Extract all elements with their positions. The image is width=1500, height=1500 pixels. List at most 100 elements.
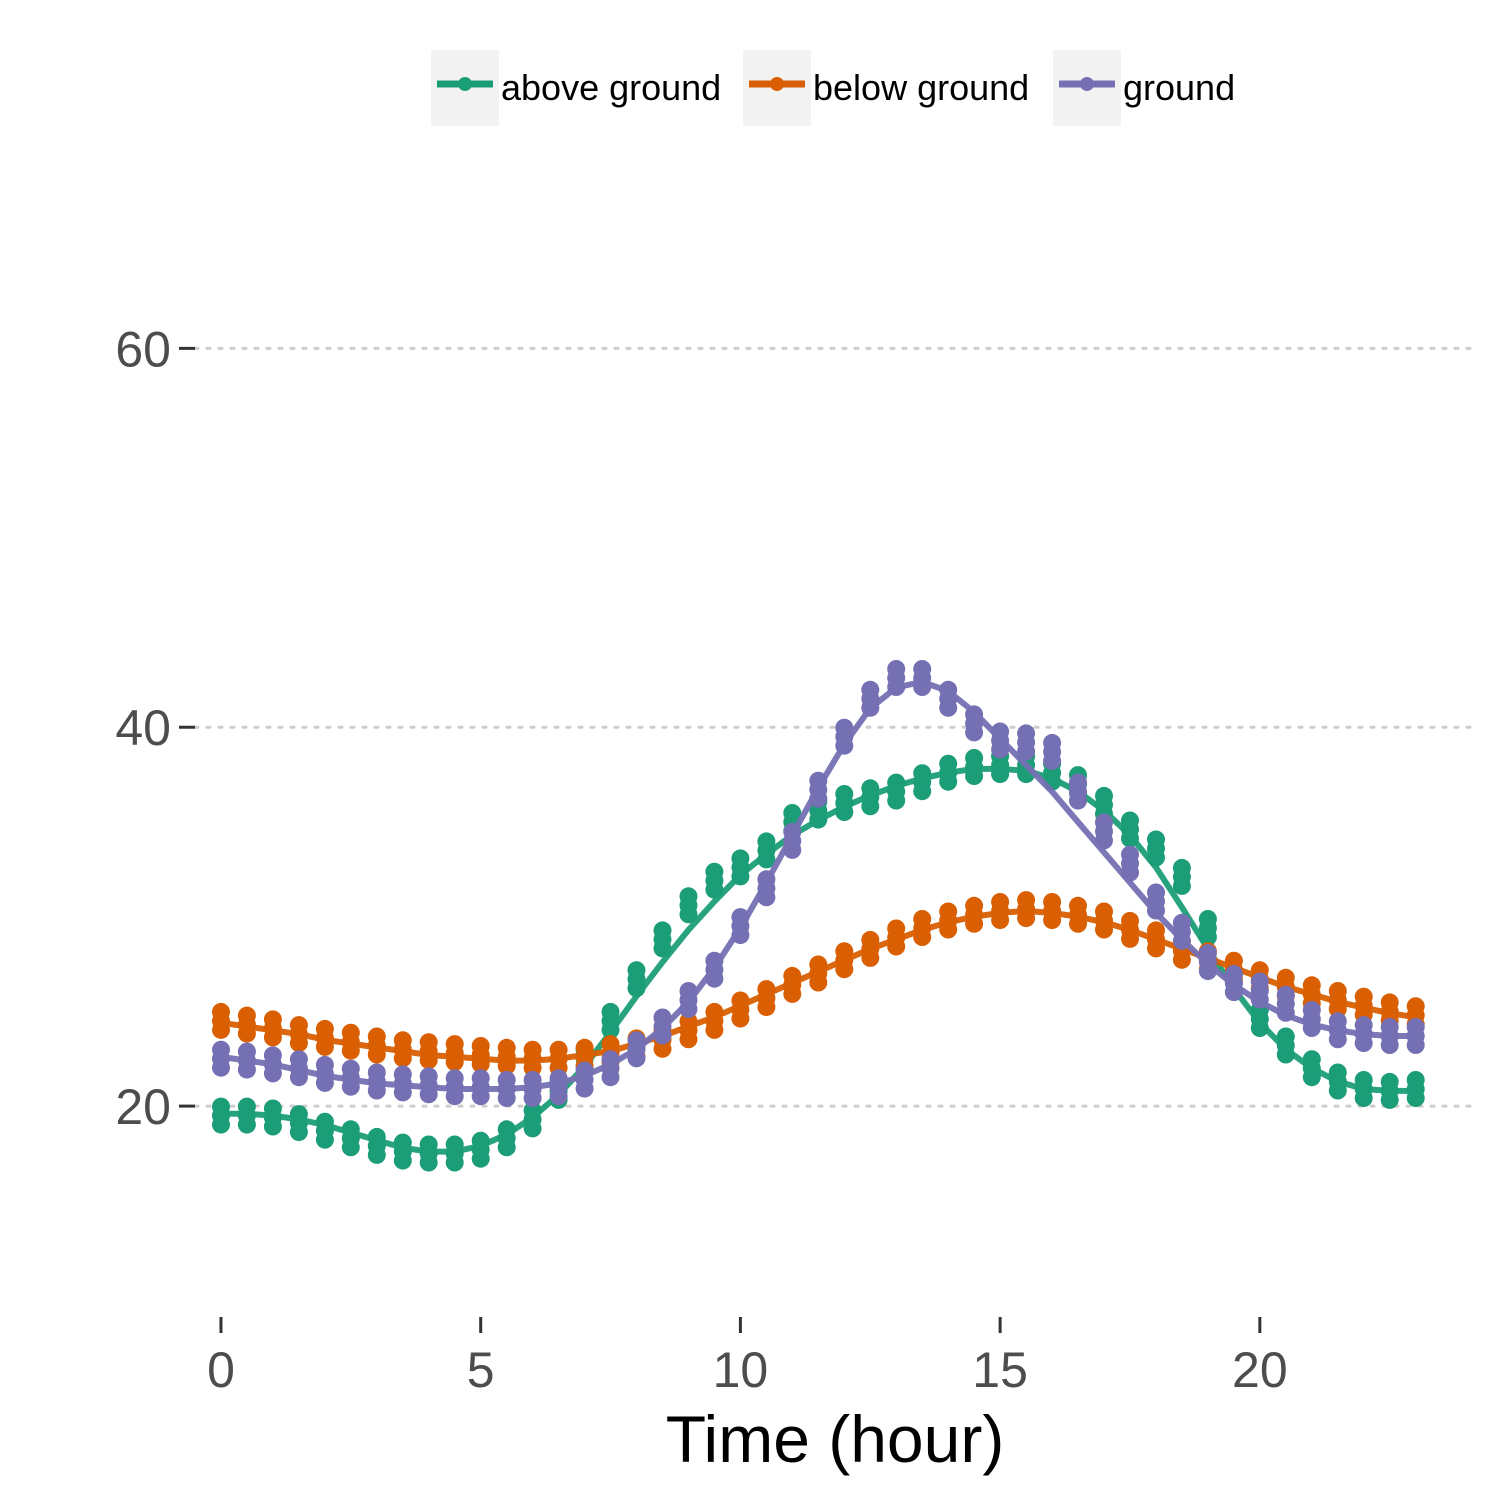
legend: above ground below ground ground — [431, 50, 1235, 126]
data-point-below-ground-34-2 — [1095, 920, 1113, 939]
data-point-ground-21-2 — [757, 888, 776, 907]
data-point-ground-42-2 — [1302, 1019, 1321, 1037]
data-point-ground-31-2 — [1017, 742, 1036, 761]
grid-lines — [193, 346, 1480, 1108]
data-point-below-ground-9-2 — [445, 1053, 464, 1072]
data-point-ground-38-2 — [1198, 962, 1217, 981]
data-point-above-ground-3-2 — [289, 1123, 308, 1142]
data-point-below-ground-6-2 — [367, 1045, 386, 1064]
data-point-ground-33-2 — [1069, 791, 1087, 810]
data-point-ground-17-2 — [653, 1026, 672, 1045]
data-point-above-ground-19-2 — [705, 880, 724, 899]
data-point-above-ground-36-2 — [1147, 848, 1165, 867]
data-point-below-ground-3-2 — [289, 1034, 308, 1053]
axes: 20 40 60 0 5 10 15 20 — [115, 321, 1287, 1398]
legend-item-ground: ground — [1053, 50, 1235, 126]
data-point-ground-0-2 — [212, 1058, 230, 1077]
data-point-ground-13-2 — [549, 1087, 568, 1106]
data-point-ground-40-2 — [1250, 990, 1269, 1009]
data-point-below-ground-21-2 — [757, 998, 776, 1017]
data-point-ground-37-2 — [1172, 931, 1191, 950]
data-point-above-ground-7-2 — [393, 1151, 412, 1170]
data-point-ground-41-2 — [1276, 1003, 1295, 1022]
data-point-ground-20-2 — [731, 926, 750, 945]
data-point-ground-7-2 — [393, 1083, 412, 1102]
legend-label-ground: ground — [1123, 67, 1235, 108]
x-tick-label-15: 15 — [972, 1342, 1028, 1398]
data-point-above-ground-35-2 — [1121, 829, 1139, 848]
data-point-above-ground-38-2 — [1198, 928, 1217, 946]
data-point-below-ground-7-2 — [393, 1049, 412, 1068]
data-point-ground-16-2 — [627, 1049, 646, 1068]
data-point-below-ground-24-2 — [835, 960, 854, 979]
data-point-ground-44-2 — [1354, 1034, 1373, 1053]
legend-key-point-above-ground — [458, 77, 472, 91]
data-point-ground-30-2 — [991, 740, 1010, 759]
series-ground — [212, 660, 1425, 1107]
data-point-above-ground-17-2 — [653, 939, 672, 958]
data-point-ground-25-2 — [861, 698, 880, 717]
y-tick-label-60: 60 — [115, 321, 171, 377]
data-point-below-ground-28-2 — [939, 920, 958, 939]
data-point-ground-14-2 — [575, 1079, 594, 1098]
data-point-ground-23-2 — [809, 789, 828, 808]
y-tick-label-40: 40 — [115, 700, 171, 756]
data-point-ground-34-2 — [1095, 831, 1113, 850]
data-point-above-ground-30-2 — [991, 765, 1010, 784]
data-point-below-ground-17-2 — [653, 1039, 672, 1058]
data-point-ground-3-2 — [289, 1068, 308, 1087]
data-point-below-ground-12-2 — [523, 1058, 542, 1077]
data-point-ground-10-2 — [471, 1087, 490, 1106]
data-point-above-ground-25-2 — [861, 797, 880, 816]
data-point-below-ground-11-2 — [497, 1056, 516, 1075]
data-point-ground-39-2 — [1224, 983, 1243, 1001]
legend-label-below-ground: below ground — [813, 67, 1029, 108]
data-point-above-ground-12-2 — [523, 1119, 542, 1138]
series-line-ground — [218, 678, 1419, 1092]
data-point-ground-19-2 — [705, 969, 724, 988]
data-point-below-ground-20-2 — [731, 1009, 750, 1028]
data-point-ground-32-2 — [1043, 751, 1062, 770]
data-point-above-ground-27-2 — [913, 782, 932, 801]
x-tick-label-5: 5 — [467, 1342, 495, 1398]
data-point-below-ground-1-2 — [237, 1024, 256, 1043]
data-point-below-ground-25-2 — [861, 948, 880, 967]
data-point-ground-43-2 — [1328, 1030, 1347, 1049]
x-tick-label-20: 20 — [1232, 1342, 1288, 1398]
data-point-ground-27-2 — [913, 678, 932, 696]
data-point-below-ground-23-2 — [809, 973, 828, 992]
y-tick-label-20: 20 — [115, 1079, 171, 1135]
data-point-ground-15-2 — [601, 1068, 620, 1087]
data-point-ground-1-2 — [237, 1060, 256, 1079]
data-point-below-ground-26-2 — [887, 937, 906, 956]
data-point-below-ground-10-2 — [471, 1055, 490, 1073]
data-point-above-ground-8-2 — [419, 1153, 438, 1172]
data-point-above-ground-29-2 — [965, 767, 984, 785]
data-point-above-ground-20-2 — [731, 867, 750, 886]
data-point-above-ground-9-2 — [445, 1153, 464, 1172]
data-point-below-ground-35-2 — [1121, 929, 1139, 948]
data-point-below-ground-32-2 — [1043, 911, 1062, 929]
data-point-below-ground-43-2 — [1328, 1000, 1347, 1018]
data-point-below-ground-30-2 — [991, 911, 1010, 929]
data-point-above-ground-15-2 — [601, 1020, 620, 1039]
data-point-below-ground-29-2 — [965, 914, 984, 933]
data-point-above-ground-23-2 — [809, 810, 828, 829]
data-point-below-ground-27-2 — [913, 928, 932, 946]
data-point-above-ground-24-2 — [835, 803, 854, 821]
data-point-below-ground-8-2 — [419, 1051, 438, 1070]
data-point-above-ground-6-2 — [367, 1145, 386, 1164]
data-point-above-ground-26-2 — [887, 791, 906, 810]
data-point-above-ground-45-2 — [1380, 1090, 1399, 1109]
data-point-below-ground-2-2 — [263, 1028, 282, 1047]
data-point-above-ground-5-2 — [341, 1138, 360, 1157]
data-point-below-ground-4-2 — [315, 1037, 334, 1056]
data-point-ground-29-2 — [965, 723, 984, 742]
data-point-ground-22-2 — [783, 840, 802, 859]
data-point-above-ground-40-2 — [1250, 1019, 1269, 1037]
data-point-below-ground-37-2 — [1172, 950, 1191, 969]
series-below-ground — [212, 891, 1425, 1077]
data-point-ground-2-2 — [263, 1064, 282, 1083]
data-point-above-ground-1-2 — [237, 1115, 256, 1134]
